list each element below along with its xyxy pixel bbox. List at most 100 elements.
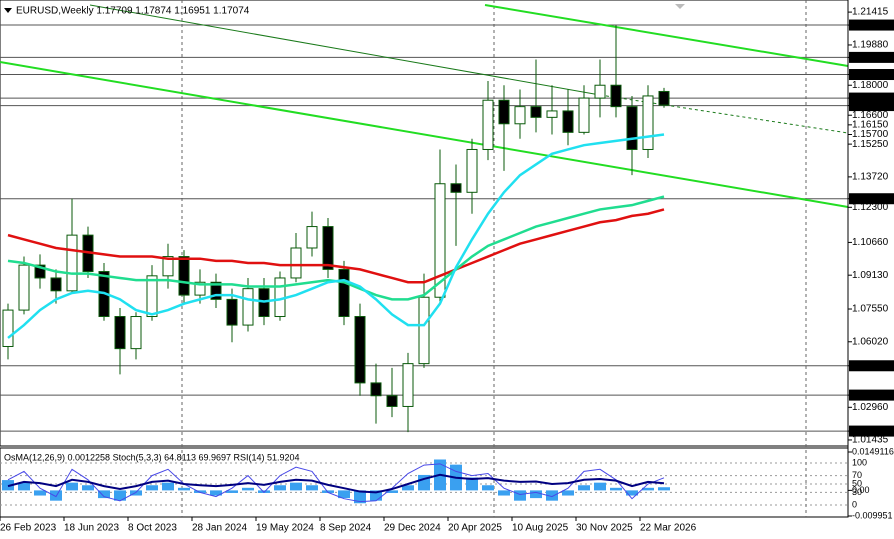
candle-body bbox=[514, 106, 526, 125]
price-label: 1.09130 bbox=[852, 270, 889, 281]
candle-body bbox=[498, 99, 510, 125]
price-label: 1.19880 bbox=[852, 40, 889, 51]
candle-body bbox=[130, 316, 142, 350]
level-label-box bbox=[849, 389, 894, 401]
price-label: 1.01435 bbox=[852, 435, 889, 446]
candle-body bbox=[2, 309, 14, 347]
price-label: 1.19300 bbox=[852, 52, 889, 63]
osma-bar bbox=[578, 485, 590, 491]
price-label: 1.04900 bbox=[852, 360, 889, 371]
candle-body bbox=[626, 106, 638, 150]
candle-body bbox=[530, 106, 542, 118]
candle-body bbox=[466, 148, 478, 193]
x-tick-label: 18 Jun 2023 bbox=[64, 523, 119, 534]
candle-body bbox=[146, 275, 158, 318]
osma-bar bbox=[178, 487, 190, 491]
osma-bar bbox=[242, 487, 254, 491]
candle-body bbox=[66, 234, 78, 292]
osma-bar bbox=[18, 482, 30, 491]
osma-bar bbox=[482, 485, 494, 491]
osma-bar bbox=[498, 490, 510, 496]
x-tick-label: 29 Dec 2024 bbox=[384, 523, 441, 534]
osc-label: 70 bbox=[852, 470, 862, 480]
osma-bar bbox=[34, 490, 46, 496]
trend-line bbox=[89, 4, 601, 96]
osma-bar bbox=[594, 482, 606, 491]
osma-bar bbox=[466, 477, 478, 491]
price-label: 1.01850 bbox=[852, 426, 889, 437]
price-label: 1.02960 bbox=[852, 402, 889, 413]
candle-body bbox=[162, 256, 174, 277]
osma-bar bbox=[194, 490, 206, 493]
osma-bar bbox=[642, 487, 654, 491]
candle-body bbox=[322, 226, 334, 270]
chart-title: EURUSD,Weekly 1.17709 1.17874 1.16951 1.… bbox=[16, 6, 250, 17]
candle-body bbox=[354, 316, 366, 384]
trend-line bbox=[0, 61, 849, 208]
candle-body bbox=[34, 264, 46, 279]
osma-bar bbox=[50, 490, 62, 501]
level-label-box bbox=[849, 92, 894, 104]
osma-bar bbox=[274, 485, 286, 491]
osma-bar bbox=[386, 490, 398, 493]
osma-bar bbox=[82, 485, 94, 491]
shift-marker bbox=[675, 4, 685, 9]
osma-bar bbox=[338, 490, 350, 499]
candle-body bbox=[18, 264, 30, 311]
osma-bar bbox=[226, 490, 238, 493]
osma-bar bbox=[562, 490, 574, 496]
level-label-box bbox=[849, 425, 894, 437]
candle-body bbox=[610, 84, 622, 108]
osc-label: -0.009951 bbox=[852, 510, 893, 520]
price-label: 1.12700 bbox=[852, 193, 889, 204]
level-label-box bbox=[849, 51, 894, 63]
x-tick-label: 28 Jan 2024 bbox=[192, 523, 247, 534]
price-label: 1.16150 bbox=[852, 119, 889, 130]
osc-label: 30 bbox=[852, 487, 862, 497]
candle-body bbox=[578, 97, 590, 133]
candle-body bbox=[562, 110, 574, 133]
candle-body bbox=[210, 281, 222, 300]
osma-bar bbox=[98, 490, 110, 499]
osma-bar bbox=[66, 482, 78, 491]
price-label: 1.12300 bbox=[852, 202, 889, 213]
price-label: 1.13720 bbox=[852, 172, 889, 183]
candle-body bbox=[194, 281, 206, 296]
price-label: 1.21415 bbox=[852, 7, 889, 18]
osma-bar bbox=[258, 490, 270, 493]
osma-bar bbox=[530, 490, 542, 499]
osc-label: 100 bbox=[852, 457, 867, 467]
price-label: 1.18500 bbox=[852, 69, 889, 80]
osma-bar bbox=[354, 490, 366, 504]
candle-body bbox=[338, 268, 350, 318]
candle-body bbox=[50, 277, 62, 292]
trend-line bbox=[484, 4, 849, 67]
osma-bar bbox=[658, 487, 670, 491]
menu-arrow[interactable] bbox=[4, 8, 12, 13]
level-label-box bbox=[849, 193, 894, 205]
x-tick-label: 8 Sep 2024 bbox=[320, 523, 372, 534]
osma-bar bbox=[546, 490, 558, 501]
candle-body bbox=[642, 95, 654, 150]
candle-body bbox=[434, 183, 446, 298]
moving-average bbox=[7, 208, 665, 284]
osma-bar bbox=[210, 490, 222, 496]
osma-bar bbox=[306, 485, 318, 491]
candle-body bbox=[306, 226, 318, 249]
candle-body bbox=[226, 298, 238, 326]
price-label: 1.16600 bbox=[852, 110, 889, 121]
price-label: 1.20810 bbox=[852, 20, 889, 31]
x-tick-label: 8 Oct 2023 bbox=[128, 523, 177, 534]
osma-bar bbox=[402, 485, 414, 491]
x-tick-label: 26 Feb 2023 bbox=[0, 523, 57, 534]
candle-body bbox=[386, 395, 398, 407]
level-label-box bbox=[849, 69, 894, 81]
osma-bar bbox=[114, 490, 126, 501]
level-label-box bbox=[849, 100, 894, 112]
moving-average bbox=[7, 133, 665, 339]
oscillator-line bbox=[7, 463, 665, 503]
candle-body bbox=[370, 382, 382, 397]
price-label: 1.17050 bbox=[852, 100, 889, 111]
indicator-title: OsMA(12,26,9) 0.0012258 Stoch(5,3,3) 64.… bbox=[4, 452, 300, 462]
